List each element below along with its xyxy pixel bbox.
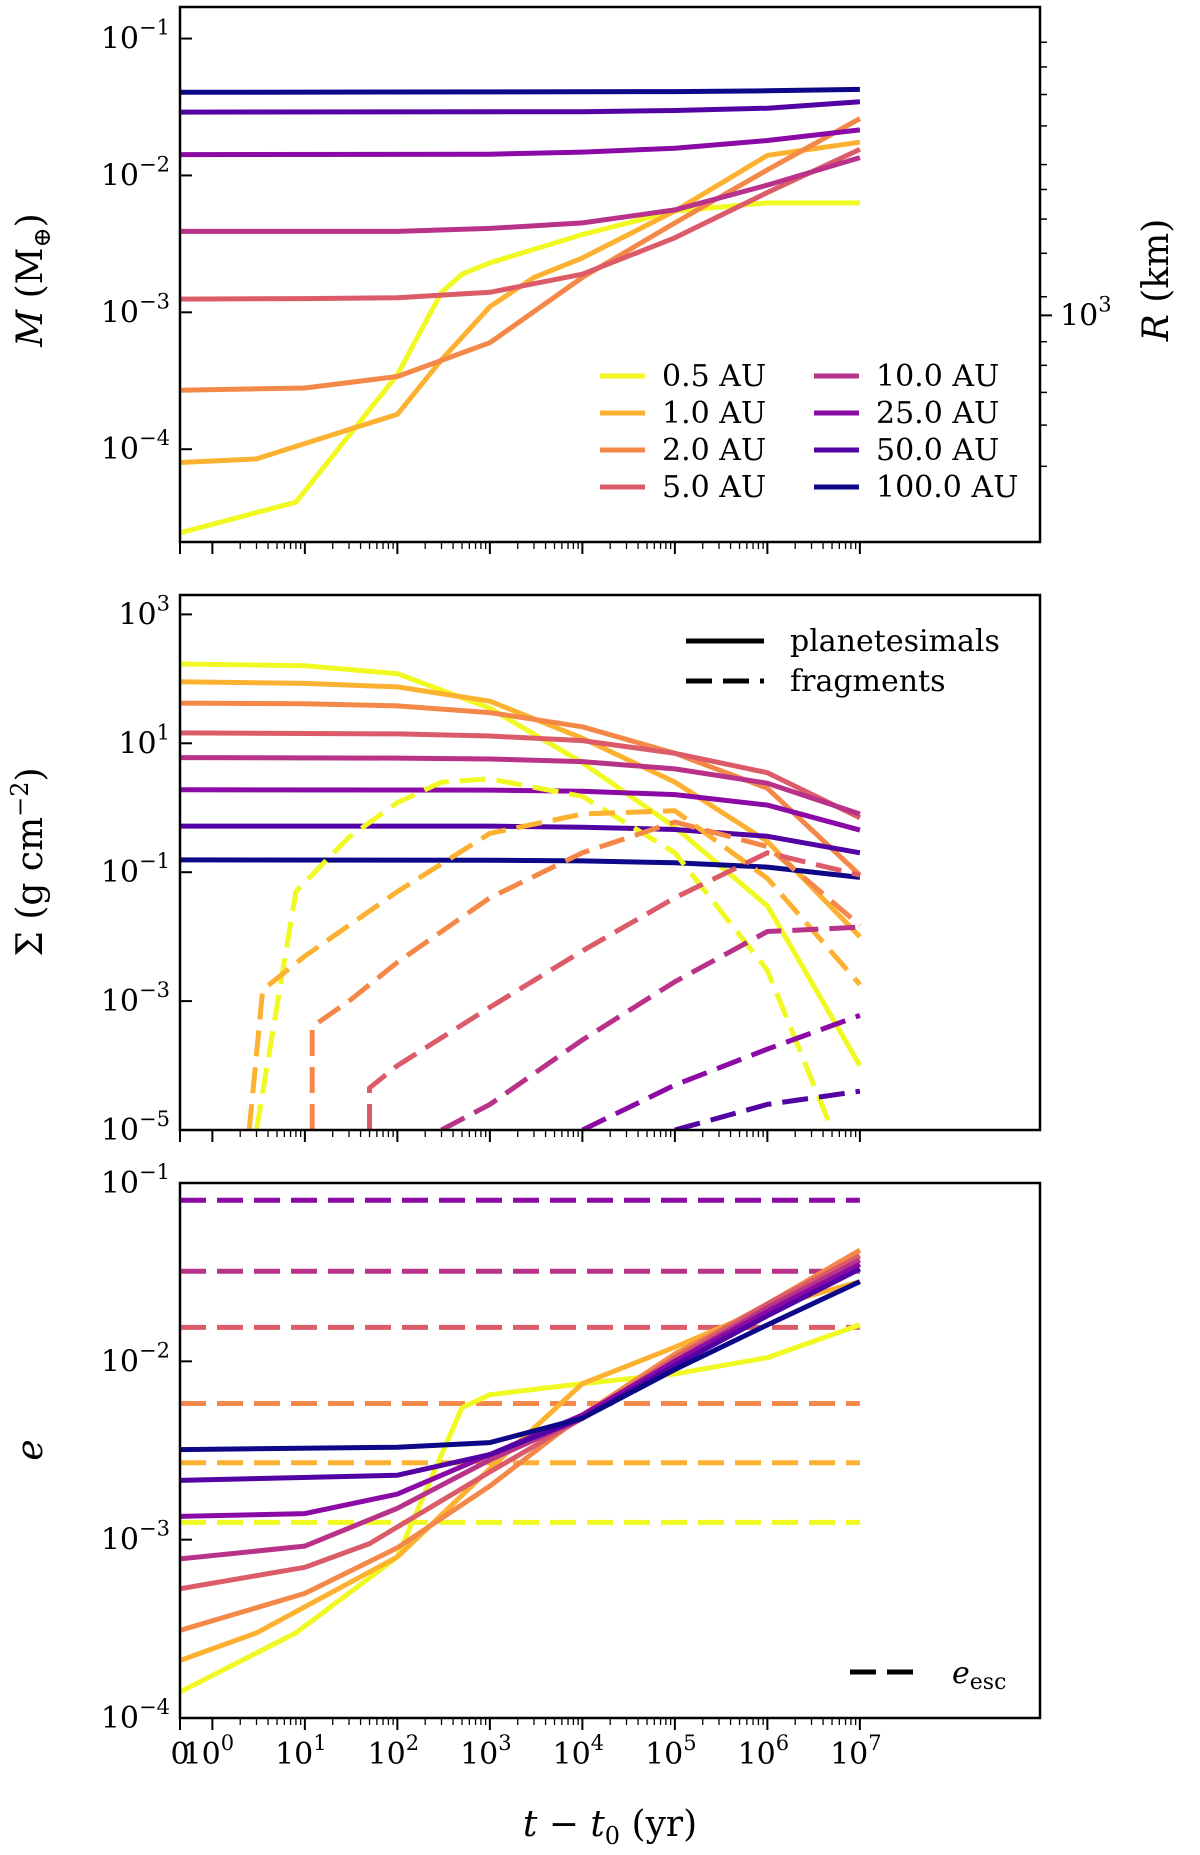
series-line-surface-density-2-0-au-fragments bbox=[309, 819, 862, 1130]
panel-surface-density: 10−5 10−3 10−1 101 103 Σ (g cm−2) planetesim… bbox=[6, 591, 1042, 1148]
series-line-surface-density-1-0-au-fragments bbox=[246, 808, 862, 1130]
x-tick-label: 102 bbox=[368, 1731, 420, 1772]
legend-label-50.0au: 50.0 AU bbox=[876, 433, 999, 468]
series-line-surface-density-5-0-au-fragments bbox=[367, 850, 861, 1130]
series-line-mass-10-0-au bbox=[180, 155, 861, 234]
mass-y-axis-label: M (M⊕) bbox=[10, 213, 56, 347]
legend-label-fragments: fragments bbox=[790, 664, 946, 699]
series-line-surface-density-50-0-au-fragments bbox=[674, 1088, 861, 1130]
series-line-mass-1-0-au bbox=[180, 139, 861, 465]
series-line-eccentricity-5-0-au-e bbox=[180, 1253, 862, 1592]
x-tick-label: 101 bbox=[275, 1731, 327, 1772]
y-tick-label: 10−1 bbox=[101, 1160, 170, 1201]
x-tick-label: 100 bbox=[183, 1731, 235, 1772]
series-line-surface-density-100-0-au-planetesimals bbox=[180, 857, 861, 880]
surface-density-y-axis-label: Σ (g cm−2) bbox=[6, 767, 51, 956]
y-tick-label: 10−3 bbox=[101, 289, 170, 330]
legend-label-100.0au: 100.0 AU bbox=[876, 470, 1018, 505]
x-tick-label: 104 bbox=[553, 1731, 605, 1772]
legend-label-1.0au: 1.0 AU bbox=[662, 396, 766, 431]
y-tick-label: 10−1 bbox=[101, 16, 170, 57]
panel-mass-frame bbox=[178, 5, 1042, 544]
legend-label-5.0au: 5.0 AU bbox=[662, 470, 766, 505]
y-tick-label: 103 bbox=[118, 591, 170, 632]
radius-y-axis-label: R (km) bbox=[1136, 219, 1177, 343]
x-tick-label: 103 bbox=[460, 1731, 512, 1772]
panel-surface-density-frame bbox=[178, 593, 1042, 1132]
eccentricity-legend: eesc bbox=[850, 1656, 1006, 1695]
y-tick-label: 10−1 bbox=[101, 849, 170, 890]
right-y-tick-label: 103 bbox=[1060, 292, 1112, 333]
x-tick-label: 105 bbox=[645, 1731, 697, 1772]
series-line-surface-density-50-0-au-planetesimals bbox=[180, 823, 861, 856]
series-line-mass-100-0-au bbox=[180, 86, 860, 95]
panel-eccentricity-frame bbox=[178, 1181, 1042, 1720]
x-axis-label: t − t0 (yr) bbox=[523, 1804, 697, 1850]
y-tick-label: 10−5 bbox=[101, 1107, 170, 1148]
mass-legend: 0.5 AU 1.0 AU 2.0 AU 5.0 AU 10.0 AU 25.0… bbox=[600, 359, 1018, 505]
series-line-eccentricity-100-0-au-e bbox=[180, 1279, 861, 1453]
series-line-surface-density-0-5-au-fragments bbox=[254, 776, 835, 1130]
series-line-surface-density-5-0-au-planetesimals bbox=[180, 730, 861, 820]
legend-label-e-esc: eesc bbox=[952, 1656, 1006, 1695]
series-line-mass-2-0-au bbox=[180, 116, 862, 393]
x-tick-label: 0 bbox=[170, 1737, 189, 1772]
series-line-mass-50-0-au bbox=[180, 99, 861, 115]
eccentricity-y-axis-label: e bbox=[10, 1439, 51, 1460]
series-line-surface-density-0-5-au-planetesimals bbox=[180, 661, 863, 1067]
legend-label-25.0au: 25.0 AU bbox=[876, 396, 999, 431]
x-tick-label: 107 bbox=[830, 1731, 882, 1772]
y-tick-label: 10−4 bbox=[101, 426, 170, 467]
panel-mass: 10−4 10−3 10−2 10−1 103 M (M⊕) R (km) 0.5 AU… bbox=[10, 5, 1177, 554]
y-tick-label: 10−2 bbox=[101, 1338, 170, 1379]
series-line-surface-density-25-0-au-fragments bbox=[581, 1013, 861, 1130]
y-tick-label: 10−3 bbox=[101, 978, 170, 1019]
y-tick-label: 10−4 bbox=[101, 1695, 170, 1736]
y-tick-label: 101 bbox=[118, 720, 170, 761]
series-line-surface-density-10-0-au-fragments bbox=[440, 924, 861, 1130]
series-line-eccentricity-1-0-au-e bbox=[180, 1279, 861, 1663]
series-line-mass-25-0-au bbox=[180, 127, 861, 158]
series-line-mass-0-5-au bbox=[180, 200, 860, 536]
y-tick-label: 10−2 bbox=[101, 152, 170, 193]
legend-label-planetesimals: planetesimals bbox=[790, 624, 1000, 659]
x-tick-label: 106 bbox=[738, 1731, 790, 1772]
series-line-surface-density-25-0-au-planetesimals bbox=[180, 787, 861, 833]
series-line-eccentricity-0-5-au-e bbox=[180, 1322, 861, 1695]
y-tick-label: 10−3 bbox=[101, 1517, 170, 1558]
series-line-surface-density-10-0-au-planetesimals bbox=[180, 755, 861, 817]
surface-density-legend: planetesimals fragments bbox=[686, 624, 1000, 699]
series-line-mass-5-0-au bbox=[180, 147, 861, 302]
legend-label-10.0au: 10.0 AU bbox=[876, 359, 999, 394]
legend-label-0.5au: 0.5 AU bbox=[662, 359, 766, 394]
legend-label-2.0au: 2.0 AU bbox=[662, 433, 766, 468]
